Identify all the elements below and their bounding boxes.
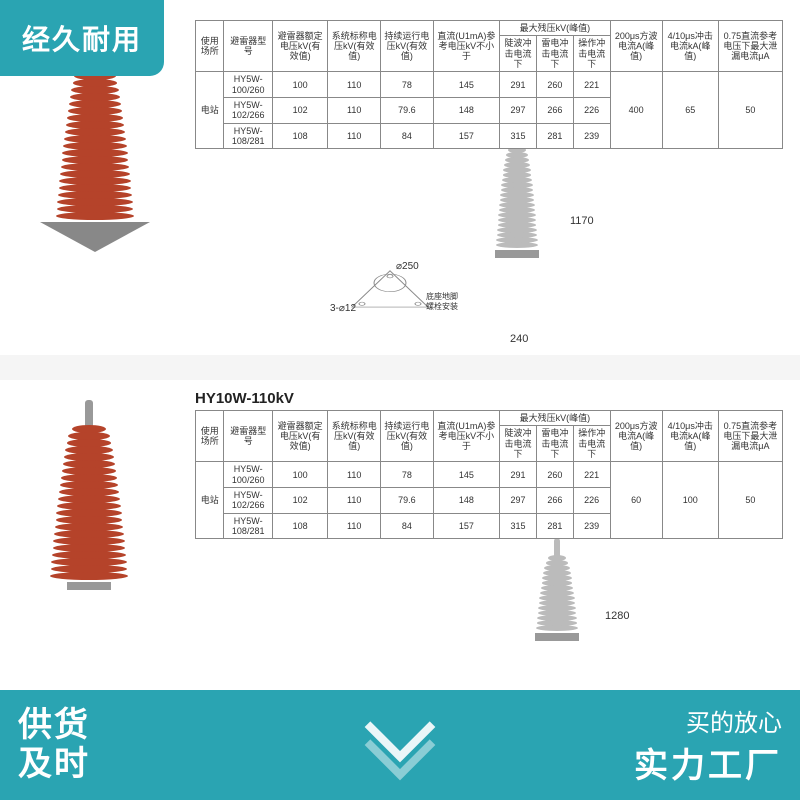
section-title-bot: HY10W-110kV bbox=[195, 390, 294, 407]
bottom-right-text: 买的放心 实力工厂 bbox=[634, 703, 782, 787]
dim-base-d: ⌀250 bbox=[396, 261, 419, 272]
chevron-down-icon bbox=[375, 734, 425, 770]
spec-table-bot: 使用场所避雷器型号避雷器额定电压kV(有效值)系统标称电压kV(有效值)持续运行… bbox=[195, 410, 783, 539]
base-note2: 螺栓安装 bbox=[426, 301, 458, 311]
bottom-left-line1: 供货 bbox=[18, 706, 90, 745]
bottom-left-text: 供货 及时 bbox=[18, 706, 90, 784]
spec-table-top: 使用场所避雷器型号避雷器额定电压kV(有效值)系统标称电压kV(有效值)持续运行… bbox=[195, 20, 783, 149]
dim-height-bot: 1280 bbox=[605, 610, 629, 622]
bottom-right-line1: 买的放心 bbox=[634, 703, 782, 738]
bottom-left-line2: 及时 bbox=[18, 745, 90, 784]
badge-top-left: 经久耐用 bbox=[0, 0, 164, 76]
baseplate-drawing: ⌀250 3-⌀12 底座地脚 螺栓安装 bbox=[330, 255, 470, 345]
dim-base-w: 240 bbox=[510, 333, 528, 345]
bottom-right-line2: 实力工厂 bbox=[634, 738, 782, 787]
base-note: 底座地脚 bbox=[426, 291, 458, 301]
arrester-drawing-bot bbox=[535, 538, 579, 641]
dim-height-top: 1170 bbox=[570, 215, 594, 227]
arrester-photo-bot bbox=[50, 400, 128, 590]
dim-bolt: 3-⌀12 bbox=[330, 303, 356, 314]
